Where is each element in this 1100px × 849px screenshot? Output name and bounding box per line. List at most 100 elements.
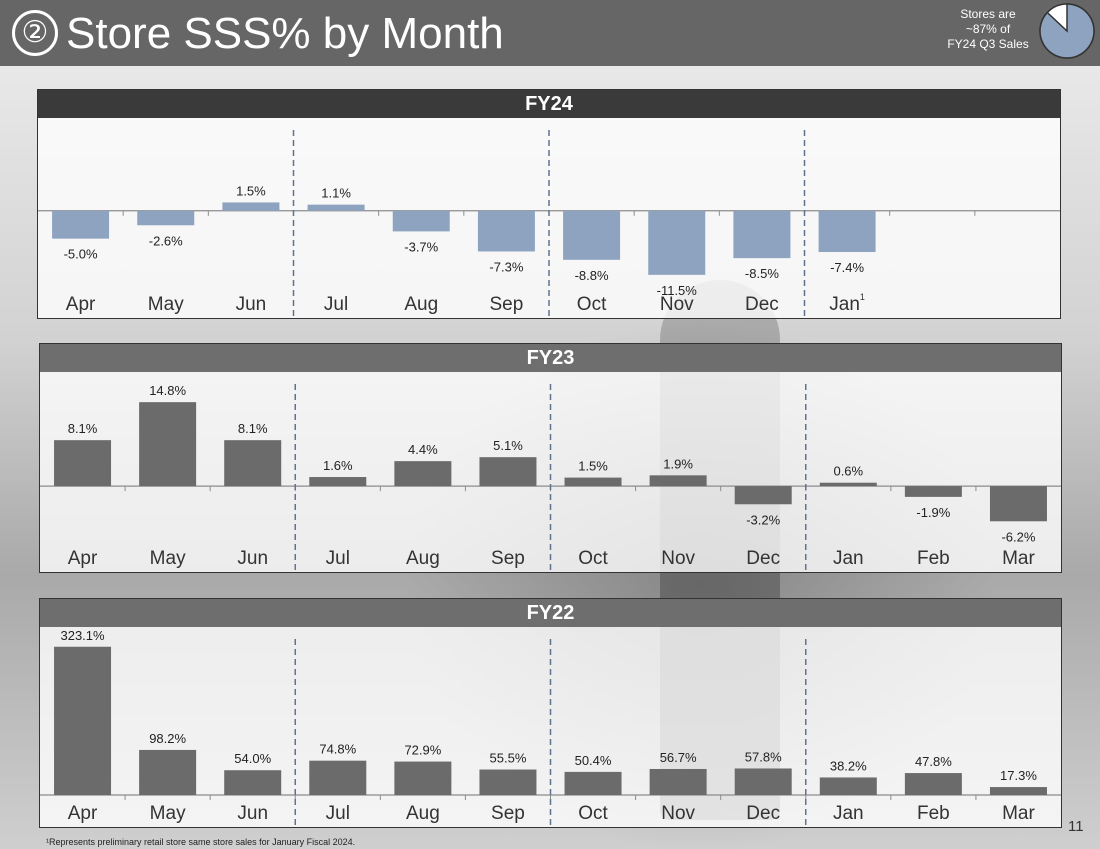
fy22-bar-may (139, 749, 197, 795)
fy22-bar-chart: 323.1% Apr 98.2% May 54.0% Jun 74.8% Jul 72.9% Au… (40, 628, 1061, 825)
fy23-bar-dec (734, 486, 792, 505)
fy24-bar-jul (307, 204, 365, 211)
fy24-bar-sep (477, 210, 535, 252)
fy22-panel-header: FY22 (40, 599, 1061, 627)
fy22-category-label: May (150, 803, 186, 824)
fy22-bar-nov (649, 768, 707, 795)
fy24-category-label: Jan1 (829, 292, 865, 315)
fy23-data-label: -1.9% (916, 505, 950, 520)
fy24-data-label: -7.3% (489, 259, 523, 274)
fy24-bar-chart: -5.0% Apr -2.6% May 1.5% Jun 1.1% Jul -3.7% Aug -7… (38, 130, 1060, 316)
fy23-category-label: Feb (917, 548, 950, 569)
fy22-data-label: 54.0% (234, 751, 271, 766)
fy23-data-label: 5.1% (493, 438, 523, 453)
fy22-bar-jul (309, 760, 367, 795)
fy22-data-label: 38.2% (830, 758, 867, 773)
fy23-bar-may (139, 402, 197, 487)
fy22-category-label: Oct (578, 803, 608, 824)
fy23-category-label: Jun (237, 548, 268, 569)
fy24-category-label: May (148, 294, 184, 315)
fy24-data-label: -11.5% (657, 283, 698, 298)
fy24-category-superscript: 1 (860, 292, 865, 302)
fy22-data-label: 74.8% (319, 742, 356, 757)
fy23-bar-nov (649, 475, 707, 487)
fy22-category-label: Jun (237, 803, 268, 824)
page-title-text: Store SSS% by Month (66, 9, 504, 58)
fy24-data-label: -3.7% (404, 239, 438, 254)
fy23-category-label: Oct (578, 548, 608, 569)
fy23-bar-jan (819, 482, 877, 487)
fy22-data-label: 55.5% (490, 751, 527, 766)
pie-stores-slice (1039, 3, 1095, 59)
note-line-3: FY24 Q3 Sales (947, 37, 1029, 51)
fy22-category-label: Sep (491, 803, 525, 824)
fy23-bar-chart: 8.1% Apr 14.8% May 8.1% Jun 1.6% Jul 4.4% Aug 5.1%… (40, 383, 1061, 570)
fy24-bar-aug (392, 210, 450, 232)
fy22-category-label: Aug (406, 803, 440, 824)
fy23-category-label: Apr (68, 548, 98, 569)
fy23-data-label: 14.8% (149, 383, 186, 398)
fy22-category-label: Jan (833, 803, 864, 824)
fy23-data-label: 0.6% (833, 464, 863, 479)
fy23-data-label: 1.5% (578, 459, 608, 474)
fy24-bar-oct (563, 210, 621, 260)
fy22-category-label: Dec (746, 803, 780, 824)
title-number-badge: ② (12, 10, 58, 56)
fy22-bar-sep (479, 769, 537, 795)
fy23-bar-jul (309, 477, 367, 487)
fy22-bar-aug (394, 761, 452, 795)
fy23-category-label: Jan (833, 548, 864, 569)
fy22-bar-jun (224, 770, 282, 795)
fy23-bar-sep (479, 457, 537, 487)
fy24-data-label: -5.0% (64, 247, 98, 262)
fy23-bar-feb (904, 486, 962, 497)
note-line-1: Stores are (960, 7, 1016, 21)
fy23-data-label: 8.1% (68, 421, 98, 436)
fy22-data-label: 57.8% (745, 749, 782, 764)
fy23-data-label: 8.1% (238, 421, 268, 436)
fy24-category-label: Jul (324, 294, 348, 315)
fy22-bar-dec (734, 768, 792, 795)
fy23-data-label: 1.9% (663, 456, 693, 471)
fy24-bar-jun (222, 202, 280, 211)
fy24-category-label: Oct (577, 294, 607, 315)
fy23-data-label: -6.2% (1001, 529, 1035, 544)
fy23-bar-oct (564, 477, 622, 487)
fy22-bar-apr (54, 646, 112, 795)
fy24-data-label: -8.5% (745, 266, 779, 281)
footnote: ¹Represents preliminary retail store sam… (46, 837, 356, 847)
fy22-data-label: 50.4% (575, 753, 612, 768)
fy22-category-label: Apr (68, 803, 98, 824)
fy22-bar-mar (989, 787, 1047, 795)
fy23-data-label: 4.4% (408, 442, 438, 457)
stores-share-note: Stores are ~87% of FY24 Q3 Sales (938, 7, 1038, 52)
fy24-category-label: Apr (66, 294, 96, 315)
fy22-category-label: Mar (1002, 803, 1035, 824)
fy22-data-label: 72.9% (404, 743, 441, 758)
fy22-data-label: 17.3% (1000, 768, 1037, 783)
fy22-bar-feb (904, 773, 962, 795)
fy24-data-label: -2.6% (149, 233, 183, 248)
fy22-bar-jan (819, 777, 877, 795)
fy22-data-label: 47.8% (915, 754, 952, 769)
fy24-bar-apr (52, 210, 110, 239)
fy23-bar-jun (224, 440, 282, 487)
fy22-data-label: 323.1% (60, 628, 105, 643)
fy22-category-label: Jul (326, 803, 350, 824)
page-number: 11 (1068, 818, 1084, 835)
fy23-bar-apr (54, 440, 112, 487)
note-line-2: ~87% of (965, 22, 1011, 36)
fy24-data-label: 1.1% (321, 186, 351, 201)
fy23-category-label: Nov (661, 548, 695, 569)
fy24-category-label: Dec (745, 294, 779, 315)
fy23-category-label: May (150, 548, 186, 569)
fy22-data-label: 56.7% (660, 750, 697, 765)
fy23-data-label: -3.2% (746, 512, 780, 527)
fy24-bar-may (137, 210, 195, 226)
page-title: ② Store SSS% by Month (12, 6, 504, 62)
fy24-panel-header: FY24 (38, 90, 1060, 118)
fy22-data-label: 98.2% (149, 731, 186, 746)
fy23-category-label: Sep (491, 548, 525, 569)
fy23-category-label: Dec (746, 548, 780, 569)
fy23-bar-aug (394, 461, 452, 487)
